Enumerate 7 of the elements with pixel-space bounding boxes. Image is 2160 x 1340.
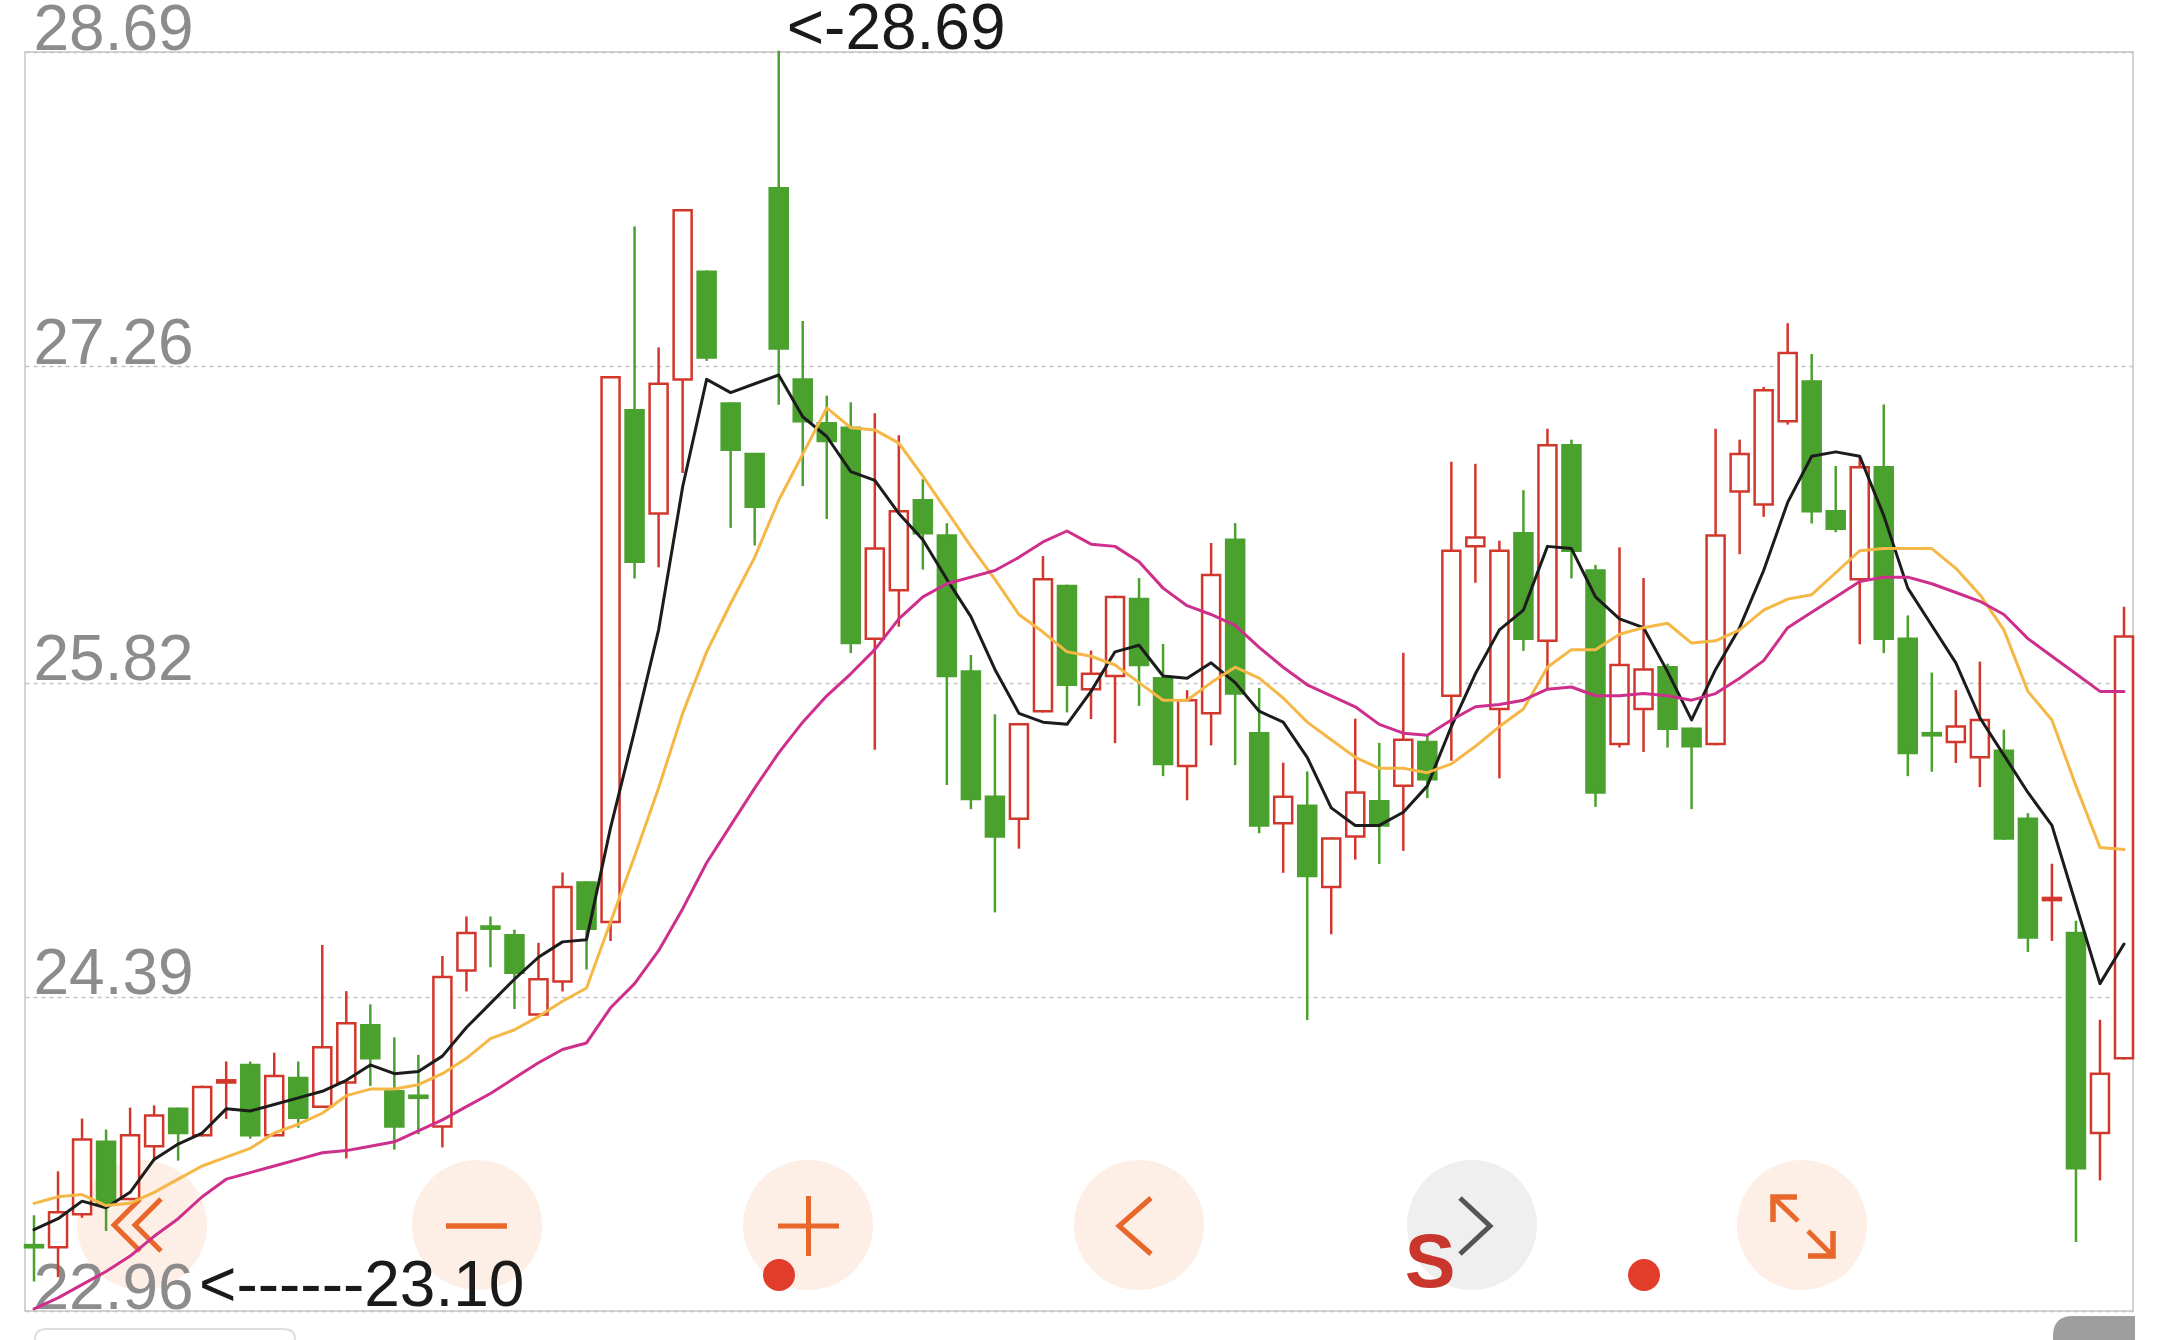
annotation: <------23.10 — [199, 1248, 525, 1320]
y-tick-label: 25.82 — [33, 622, 194, 695]
y-tick-label: 24.39 — [33, 936, 194, 1009]
y-tick-label: 27.26 — [33, 305, 194, 378]
annotation: <-28.69 — [786, 0, 1006, 63]
y-tick-label: 28.69 — [33, 0, 194, 64]
annotation: S — [1404, 1218, 1456, 1303]
